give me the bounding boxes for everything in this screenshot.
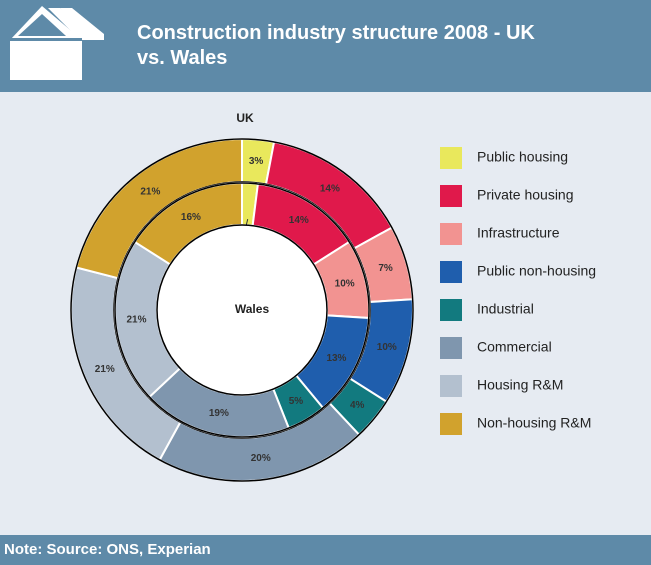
- header: Construction industry structure 2008 - U…: [0, 0, 651, 92]
- data-label: 16%: [181, 212, 201, 223]
- footer: Note: Source: ONS, Experian: [0, 535, 651, 565]
- legend-label: Industrial: [477, 301, 534, 317]
- ring-border: [70, 138, 414, 482]
- legend-swatch: [440, 185, 462, 207]
- data-label: 10%: [377, 342, 397, 353]
- ring-border: [114, 182, 370, 438]
- legend-label: Housing R&M: [477, 377, 563, 393]
- note: Note: Source: ONS, Experian: [4, 541, 211, 558]
- legend-label: Commercial: [477, 339, 552, 355]
- data-label: 5%: [289, 396, 304, 407]
- data-label: 7%: [378, 263, 393, 274]
- data-label: 10%: [335, 278, 355, 289]
- legend-swatch: [440, 375, 462, 397]
- chart: 3%14%7%10%4%20%21%21%2%14%10%13%5%19%21%…: [70, 111, 596, 482]
- data-label: 19%: [209, 408, 229, 419]
- data-label: 21%: [126, 315, 146, 326]
- legend-swatch: [440, 337, 462, 359]
- ring-border: [156, 224, 328, 396]
- legend-swatch: [440, 413, 462, 435]
- house-icon: [10, 6, 104, 80]
- legend-label: Public non-housing: [477, 263, 596, 279]
- data-label: 14%: [320, 184, 340, 195]
- series-label: UK: [236, 111, 254, 125]
- legend-label: Non-housing R&M: [477, 415, 591, 431]
- data-label: 3%: [249, 156, 264, 167]
- legend-label: Public housing: [477, 149, 568, 165]
- legend-swatch: [440, 223, 462, 245]
- data-label: 13%: [326, 353, 346, 364]
- legend-swatch: [440, 261, 462, 283]
- legend-label: Private housing: [477, 187, 574, 203]
- data-label: 20%: [251, 453, 271, 464]
- legend-swatch: [440, 299, 462, 321]
- data-label: 21%: [140, 187, 160, 198]
- data-label: 14%: [289, 215, 309, 226]
- legend-swatch: [440, 147, 462, 169]
- series-label: Wales: [235, 302, 270, 316]
- chart-title: Construction industry structure 2008 - U…: [137, 22, 535, 69]
- data-label: 4%: [350, 400, 365, 411]
- legend-label: Infrastructure: [477, 225, 560, 241]
- data-label: 21%: [95, 364, 115, 375]
